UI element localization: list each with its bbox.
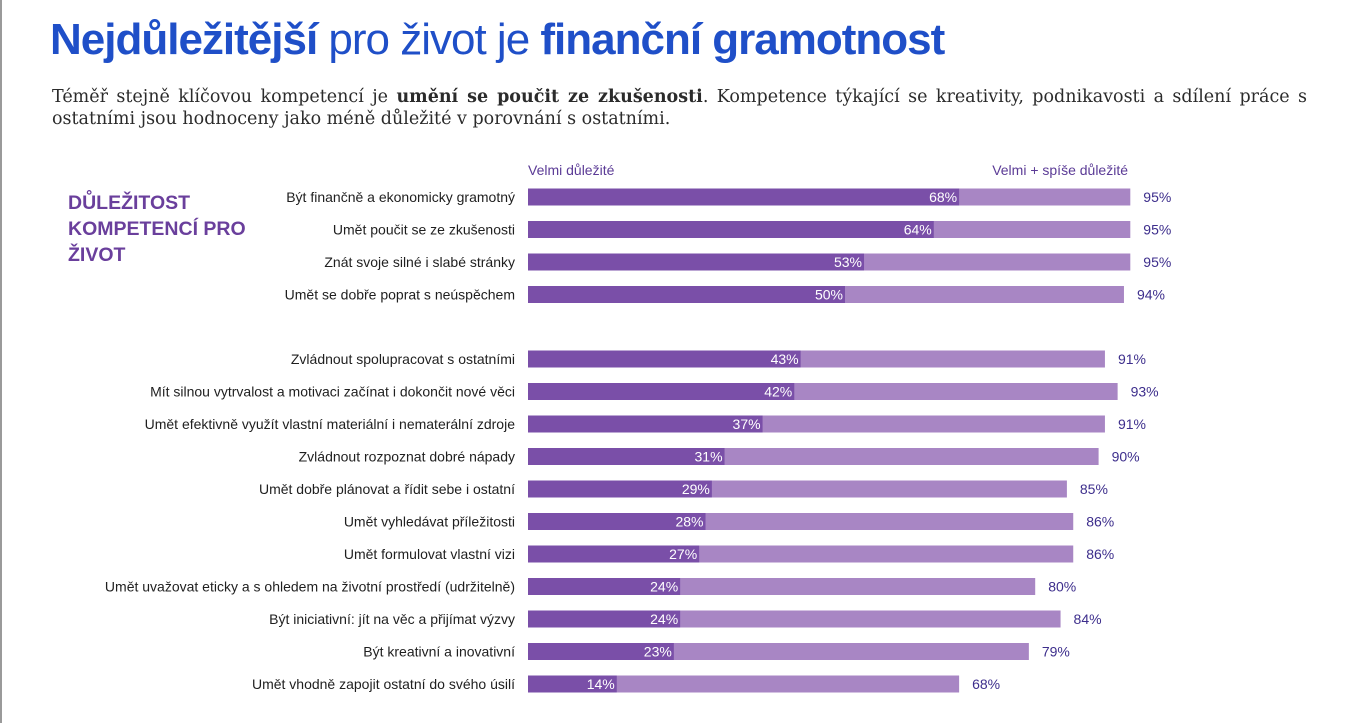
subtitle-text-1: Téměř stejně klíčovou kompetencí je — [52, 87, 397, 107]
category-label: Umět se dobře poprat s neúspěchem — [285, 287, 515, 303]
value-label-velmi-dulezite: 23% — [644, 644, 672, 660]
value-label-velmi-spise-dulezite: 95% — [1143, 189, 1171, 205]
category-label: Umět vhodně zapojit ostatní do svého úsi… — [252, 676, 515, 692]
value-label-velmi-spise-dulezite: 80% — [1048, 579, 1076, 595]
bar-velmi-dulezite — [528, 578, 681, 595]
legend-velmi-spise-dulezite: Velmi + spíše důležité — [992, 162, 1128, 178]
category-label: Zvládnout spolupracovat s ostatními — [291, 351, 515, 367]
page-title: Nejdůležitější pro život je finanční gra… — [50, 12, 945, 68]
bar-velmi-dulezite — [528, 415, 763, 433]
value-label-velmi-spise-dulezite: 84% — [1074, 611, 1102, 627]
value-label-velmi-dulezite: 43% — [771, 351, 799, 367]
value-label-velmi-spise-dulezite: 91% — [1118, 416, 1146, 432]
bar-velmi-dulezite — [528, 253, 865, 271]
bar-velmi-dulezite — [528, 480, 712, 498]
value-label-velmi-dulezite: 24% — [650, 579, 678, 595]
value-label-velmi-spise-dulezite: 95% — [1143, 222, 1171, 238]
value-label-velmi-spise-dulezite: 86% — [1086, 514, 1114, 530]
category-label: Umět formulovat vlastní vizi — [344, 546, 515, 562]
bar-velmi-dulezite — [528, 221, 934, 238]
title-emphasis-2: finanční gramotnost — [540, 15, 945, 64]
subtitle-text-2: . Kompetence týkající se kreativity, pod… — [52, 87, 1308, 129]
value-label-velmi-spise-dulezite: 85% — [1080, 481, 1108, 497]
left-border — [0, 0, 2, 723]
value-label-velmi-spise-dulezite: 95% — [1143, 254, 1171, 270]
value-label-velmi-spise-dulezite: 90% — [1112, 449, 1140, 465]
bar-velmi-dulezite — [528, 350, 801, 368]
category-label: Umět vyhledávat příležitosti — [344, 514, 515, 530]
category-label: Mít silnou vytrvalost a motivaci začínat… — [150, 384, 515, 400]
category-label: Být finančně a ekonomicky gramotný — [286, 189, 515, 205]
value-label-velmi-dulezite: 27% — [669, 546, 697, 562]
bar-velmi-dulezite — [528, 545, 700, 563]
title-emphasis-1: Nejdůležitější — [50, 15, 318, 64]
bar-velmi-dulezite — [528, 383, 795, 400]
value-label-velmi-spise-dulezite: 79% — [1042, 644, 1070, 660]
category-label: Být kreativní a inovativní — [363, 644, 515, 660]
value-label-velmi-spise-dulezite: 94% — [1137, 287, 1165, 303]
value-label-velmi-dulezite: 29% — [682, 481, 710, 497]
bar-velmi-spise-dulezite — [528, 675, 960, 693]
bar-velmi-dulezite — [528, 610, 681, 628]
bar-velmi-dulezite — [528, 643, 674, 660]
value-label-velmi-dulezite: 42% — [764, 384, 792, 400]
legend-velmi-dulezite: Velmi důležité — [528, 162, 615, 178]
category-label: Zvládnout rozpoznat dobré nápady — [299, 449, 515, 465]
bar-velmi-dulezite — [528, 675, 617, 693]
category-label: Umět efektivně využít vlastní materiální… — [145, 416, 516, 432]
value-label-velmi-dulezite: 31% — [695, 449, 723, 465]
value-label-velmi-dulezite: 64% — [904, 222, 932, 238]
section-title: DŮLEŽITOST KOMPETENCÍ PRO ŽIVOT — [68, 192, 246, 266]
value-label-velmi-spise-dulezite: 93% — [1131, 384, 1159, 400]
subtitle-bold: umění se poučit ze zkušenosti — [396, 87, 703, 107]
value-label-velmi-spise-dulezite: 86% — [1086, 546, 1114, 562]
bar-velmi-dulezite — [528, 448, 725, 465]
value-label-velmi-dulezite: 68% — [929, 189, 957, 205]
subtitle: Téměř stejně klíčovou kompetencí je uměn… — [52, 86, 1307, 130]
bar-velmi-dulezite — [528, 188, 960, 206]
bar-velmi-dulezite — [528, 286, 845, 303]
category-label: Umět poučit se ze zkušenosti — [333, 222, 515, 238]
category-label: Umět uvažovat eticky a s ohledem na živo… — [105, 579, 515, 595]
value-label-velmi-dulezite: 37% — [733, 416, 761, 432]
category-label: Být iniciativní: jít na věc a přijímat v… — [269, 611, 515, 627]
value-label-velmi-dulezite: 24% — [650, 611, 678, 627]
bar-velmi-dulezite — [528, 513, 706, 530]
value-label-velmi-dulezite: 53% — [834, 254, 862, 270]
category-label: Umět dobře plánovat a řídit sebe i ostat… — [259, 481, 515, 497]
value-label-velmi-dulezite: 50% — [815, 287, 843, 303]
value-label-velmi-dulezite: 14% — [587, 676, 615, 692]
value-label-velmi-spise-dulezite: 68% — [972, 676, 1000, 692]
value-label-velmi-spise-dulezite: 91% — [1118, 351, 1146, 367]
title-middle: pro život je — [317, 15, 541, 64]
value-label-velmi-dulezite: 28% — [675, 514, 703, 530]
category-label: Znát svoje silné i slabé stránky — [324, 254, 515, 270]
